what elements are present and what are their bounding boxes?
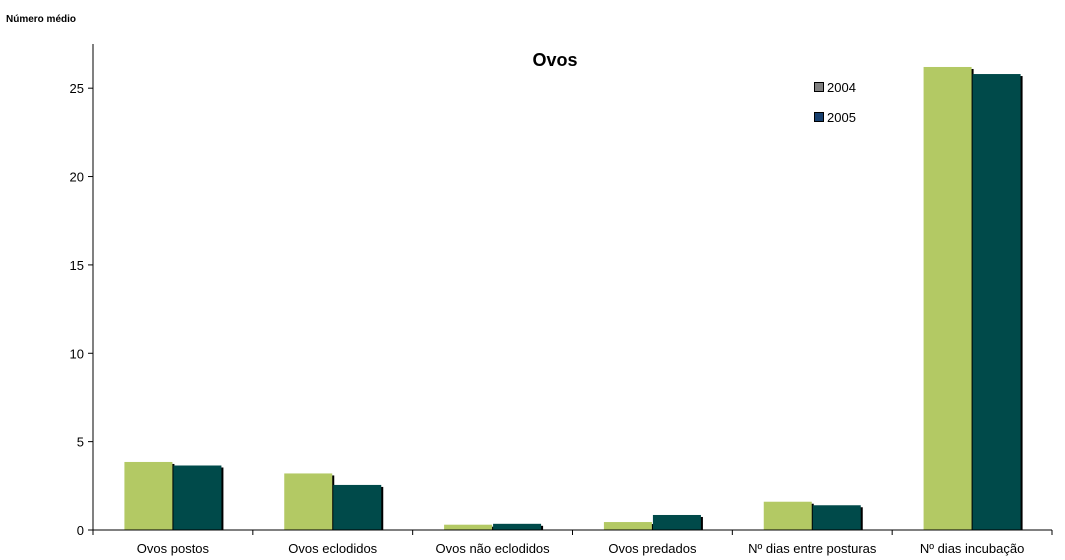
bar-2004-5: [923, 66, 972, 530]
bar-2005-5: [972, 74, 1021, 530]
y-tick-label-10: 10: [70, 346, 84, 361]
bar-2004-4: [763, 501, 812, 530]
bar-2005-0: [173, 465, 222, 530]
legend-item-2004: 2004: [814, 78, 856, 96]
bar-2005-4: [812, 505, 861, 530]
legend-item-2005: 2005: [814, 108, 856, 126]
y-tick-label-0: 0: [77, 523, 84, 538]
bar-2004-2: [444, 524, 493, 530]
legend-swatch-2005: [814, 112, 824, 122]
bar-2005-2: [493, 523, 542, 530]
x-tick-label-4: Nº dias entre posturas: [748, 541, 877, 556]
bar-2004-1: [284, 473, 333, 530]
legend: 2004 2005: [814, 78, 856, 138]
x-tick-label-5: Nº dias incubação: [920, 541, 1024, 556]
legend-swatch-2004: [814, 82, 824, 92]
legend-label-2005: 2005: [827, 109, 856, 125]
legend-label-2004: 2004: [827, 79, 856, 95]
y-tick-label-25: 25: [70, 81, 84, 96]
y-tick-label-20: 20: [70, 170, 84, 185]
bar-2005-1: [333, 484, 382, 530]
x-tick-label-3: Ovos predados: [608, 541, 697, 556]
bar-2004-0: [124, 461, 173, 530]
x-tick-label-0: Ovos postos: [137, 541, 210, 556]
y-tick-label-5: 5: [77, 435, 84, 450]
x-tick-label-1: Ovos eclodidos: [288, 541, 377, 556]
bar-2004-3: [603, 522, 652, 530]
y-tick-label-15: 15: [70, 258, 84, 273]
x-tick-label-2: Ovos não eclodidos: [435, 541, 550, 556]
y-axis-label: Número médio: [6, 14, 77, 25]
chart-title: Ovos: [532, 50, 578, 70]
bar-2005-3: [652, 514, 701, 530]
